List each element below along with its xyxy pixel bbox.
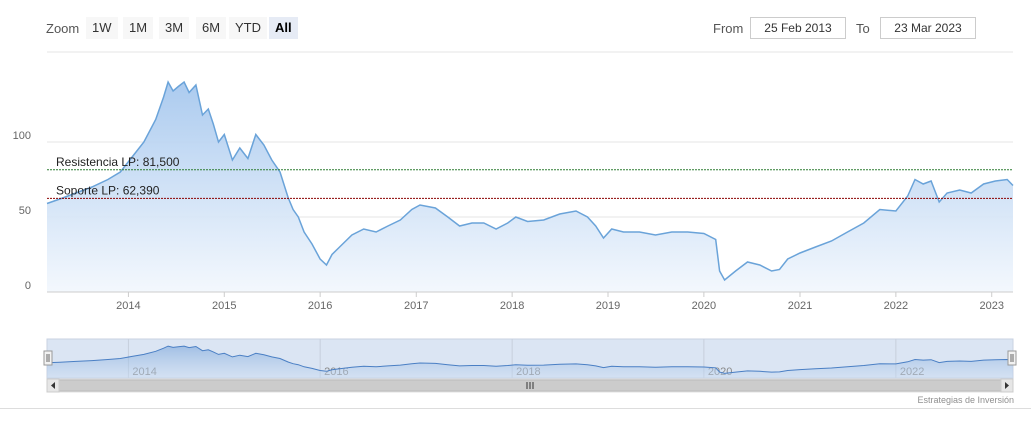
y-tick-label: 0	[25, 280, 31, 292]
support-line-label: Soporte LP: 62,390	[56, 183, 160, 197]
x-tick-label: 2015	[212, 300, 236, 312]
zoom-1w-button[interactable]: 1W	[86, 17, 118, 39]
area-fill	[47, 82, 1013, 292]
arrow-right-icon	[1005, 382, 1009, 389]
zoom-1m-button[interactable]: 1M	[123, 17, 154, 39]
x-axis: 2014 2015 2016 2017 2018 2019 2020 2021 2022 2023	[47, 291, 1013, 312]
zoom-6m-button[interactable]: 6M	[196, 17, 227, 39]
x-tick-label: 2021	[788, 300, 812, 312]
x-tick-label: 2017	[404, 300, 428, 312]
y-axis: 0 50 100	[13, 130, 31, 292]
zoom-all-button[interactable]: All	[269, 17, 298, 39]
from-label: From	[713, 21, 744, 36]
to-date-input[interactable]: 23 Mar 2023	[880, 17, 976, 39]
plot-lines: Resistencia LP: 81,500 Soporte LP: 62,390	[47, 155, 1013, 199]
navigator-handle-right[interactable]	[1007, 350, 1017, 366]
zoom-ytd-button[interactable]: YTD	[229, 17, 267, 39]
series-line	[46, 80, 1014, 282]
x-tick-label: 2016	[308, 300, 332, 312]
navigator-handle-left[interactable]	[43, 350, 53, 366]
arrow-left-icon	[51, 382, 55, 389]
x-tick-label: 2022	[884, 300, 908, 312]
to-label: To	[856, 21, 870, 36]
x-tick-label: 2023	[979, 300, 1003, 312]
bottom-divider	[0, 408, 1031, 409]
x-tick-label: 2014	[116, 300, 140, 312]
navigator-line	[46, 345, 1014, 374]
x-tick-label: 2018	[500, 300, 524, 312]
navigator-area	[47, 346, 1013, 378]
navigator[interactable]: 20142016201820202022	[43, 338, 1017, 393]
range-selector-toolbar: Zoom 1W 1M 3M 6M YTD All From 25 Feb 201…	[0, 0, 1031, 50]
zoom-label: Zoom	[46, 21, 80, 36]
x-tick-label: 2020	[692, 300, 716, 312]
resistance-line-label: Resistencia LP: 81,500	[56, 155, 180, 169]
from-date-input[interactable]: 25 Feb 2013	[750, 17, 846, 39]
zoom-3m-button[interactable]: 3M	[159, 17, 190, 39]
y-tick-label: 100	[13, 130, 31, 142]
y-tick-label: 50	[19, 205, 31, 217]
credits-text: Estrategias de Inversión	[917, 395, 1014, 405]
x-tick-label: 2019	[596, 300, 620, 312]
series-area	[46, 80, 1014, 292]
